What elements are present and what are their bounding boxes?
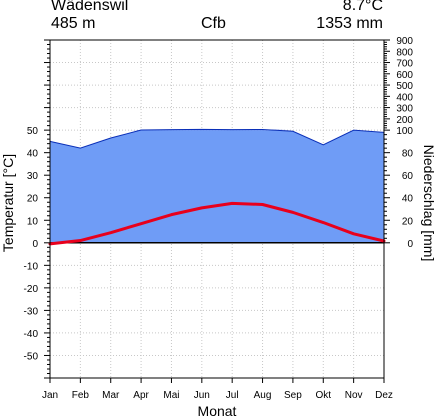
- temperature-line: [48, 201, 386, 246]
- left-tick-label: 40: [27, 149, 39, 160]
- x-tick-label: Nov: [345, 390, 363, 401]
- x-tick-label: Apr: [133, 390, 149, 401]
- right-tick-label: 800: [396, 47, 413, 58]
- left-tick-label: -30: [24, 306, 39, 317]
- station-name: Wädenswil: [51, 0, 129, 14]
- right-tick-label: 0: [407, 239, 413, 250]
- right-tick-label: 300: [396, 104, 413, 115]
- left-tick-label: 30: [27, 171, 39, 182]
- right-tick-label: 60: [402, 171, 414, 182]
- left-axis: 50 40 30 20 10 0 -10 -20 -30 -40 -50: [24, 39, 50, 379]
- x-axis: Jan Feb Mar Apr Mai Jun Jul Aug Sep Okt Nov Dez: [42, 378, 393, 401]
- precipitation-line: [49, 128, 385, 149]
- left-axis-title: Temperatur [°C]: [0, 154, 16, 252]
- left-tick-label: 10: [27, 216, 39, 227]
- x-tick-label: Jul: [226, 390, 239, 401]
- x-tick-label: Okt: [315, 390, 331, 401]
- right-tick-label: 400: [396, 92, 413, 103]
- right-tick-label: 700: [396, 59, 413, 70]
- left-tick-label: -10: [24, 261, 39, 272]
- x-tick-label: Aug: [254, 390, 272, 401]
- right-tick-label: 900: [396, 36, 413, 47]
- right-tick-label: 200: [396, 115, 413, 126]
- right-tick-label: 500: [396, 81, 413, 92]
- x-tick-label: Jun: [194, 390, 210, 401]
- x-tick-label: Dez: [375, 390, 393, 401]
- left-tick-label: -50: [24, 351, 39, 362]
- x-tick-label: Jan: [42, 390, 58, 401]
- left-tick-label: -40: [24, 329, 39, 340]
- plot-frame: [49, 39, 385, 379]
- right-tick-label: 20: [402, 216, 414, 227]
- left-tick-label: 50: [27, 126, 39, 137]
- left-tick-label: -20: [24, 284, 39, 295]
- x-tick-label: Feb: [72, 390, 90, 401]
- x-tick-label: Mai: [163, 390, 179, 401]
- mean-temperature: 8.7°C: [342, 0, 383, 14]
- right-tick-label: 40: [402, 194, 414, 205]
- right-tick-label: 100: [396, 126, 413, 137]
- left-tick-label: 20: [27, 194, 39, 205]
- x-tick-label: Mar: [102, 390, 120, 401]
- right-tick-label: 80: [402, 149, 414, 160]
- right-tick-label: 600: [396, 70, 413, 81]
- station-elevation: 485 m: [51, 15, 96, 32]
- right-axis-title: Niederschlag [mm]: [421, 145, 437, 262]
- left-tick-label: 0: [32, 239, 38, 250]
- x-axis-title: Monat: [198, 403, 237, 418]
- annual-precipitation: 1353 mm: [316, 15, 383, 32]
- climate-class: Cfb: [201, 15, 226, 32]
- x-tick-label: Sep: [284, 390, 302, 401]
- plot-border: [49, 39, 385, 379]
